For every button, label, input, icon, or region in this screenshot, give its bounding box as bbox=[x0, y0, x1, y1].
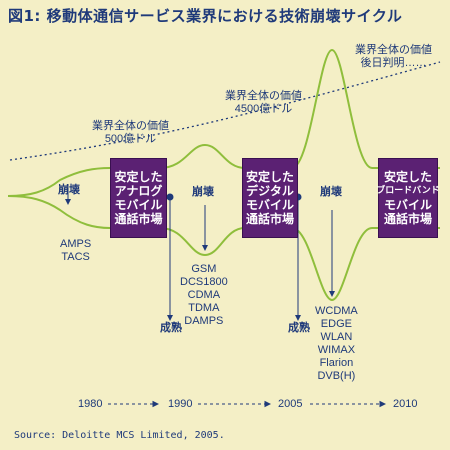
stable-analog-market-box: 安定した アナログ モバイル 通話市場 bbox=[110, 158, 167, 238]
maturity-dot-1 bbox=[167, 194, 174, 201]
maturity-label-2: 成熟 bbox=[288, 322, 310, 335]
stable-broadband-market-box: 安定した ブロードバンド モバイル 通話市場 bbox=[378, 158, 438, 238]
collapse-label-3: 崩壊 bbox=[320, 186, 342, 199]
stable-digital-market-box: 安定した デジタル モバイル 通話市場 bbox=[242, 158, 298, 238]
technology-list-broadband: WCDMA EDGE WLAN WIMAX Flarion DVB(H) bbox=[315, 305, 358, 383]
technology-list-digital: GSM DCS1800 CDMA TDMA DAMPS bbox=[180, 263, 228, 328]
cycle-curve-upper bbox=[8, 50, 440, 196]
year-2010: 2010 bbox=[393, 398, 417, 410]
value-label-3: 業界全体の価値 後日判明…… bbox=[355, 44, 432, 70]
year-2005: 2005 bbox=[278, 398, 302, 410]
year-1990: 1990 bbox=[168, 398, 192, 410]
source-note: Source: Deloitte MCS Limited, 2005. bbox=[14, 430, 225, 441]
collapse-label-2: 崩壊 bbox=[192, 186, 214, 199]
collapse-label-1: 崩壊 bbox=[58, 184, 80, 197]
technology-list-analog: AMPS TACS bbox=[60, 238, 91, 264]
year-1980: 1980 bbox=[78, 398, 102, 410]
value-label-2: 業界全体の価値 4500億ドル bbox=[225, 90, 302, 116]
value-label-1: 業界全体の価値 500億ドル bbox=[92, 120, 169, 146]
maturity-label-1: 成熟 bbox=[160, 322, 182, 335]
